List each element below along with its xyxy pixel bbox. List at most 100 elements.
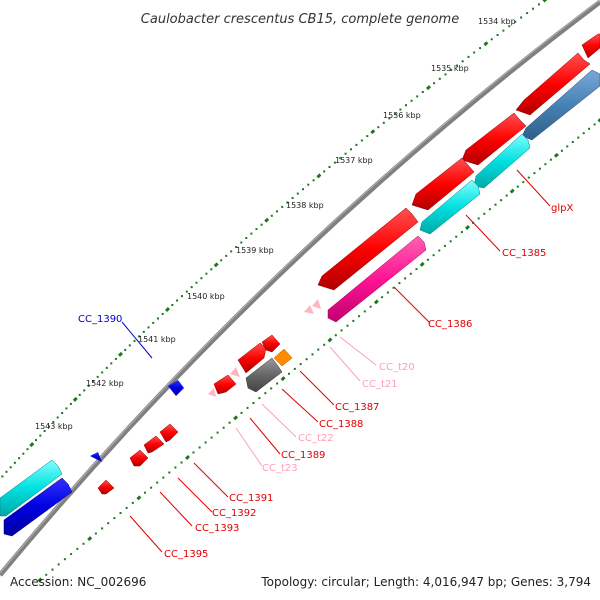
ruler-minor-tick xyxy=(5,470,8,473)
ruler-minor-tick xyxy=(311,353,314,356)
trna-feature[interactable] xyxy=(312,299,321,309)
gene-label[interactable]: CC_1395 xyxy=(164,549,208,560)
gene-label[interactable]: CC_1392 xyxy=(212,508,256,519)
map-title: Caulobacter crescentus CB15, complete ge… xyxy=(141,12,459,27)
gene-label[interactable]: CC_t22 xyxy=(298,433,334,444)
cds-feature[interactable] xyxy=(515,52,591,116)
gene-label[interactable]: CC_1390 xyxy=(78,314,122,325)
ruler-major-tick xyxy=(280,376,286,382)
gene-label[interactable]: CC_t21 xyxy=(362,379,398,390)
ruler-major-tick xyxy=(419,261,425,267)
cds-feature[interactable] xyxy=(317,207,419,291)
ruler-minor-tick xyxy=(381,296,384,299)
forward-strand-features xyxy=(0,33,600,537)
ruler-minor-tick xyxy=(56,416,59,419)
trna-feature[interactable] xyxy=(208,388,216,397)
gene-label[interactable]: CC_1393 xyxy=(195,523,239,534)
ruler-major-tick xyxy=(483,41,489,47)
ruler-minor-tick xyxy=(240,241,243,244)
ruler-minor-tick xyxy=(340,329,343,332)
ruler-minor-tick xyxy=(270,387,273,390)
ruler-minor-tick xyxy=(532,7,534,10)
ruler-minor-tick xyxy=(228,421,231,424)
gene-label[interactable]: CC_t20 xyxy=(379,362,415,373)
ruler-minor-tick xyxy=(39,434,42,437)
label-leader-lines xyxy=(121,169,551,553)
summary-text: Topology: circular; Length: 4,016,947 bp… xyxy=(260,575,591,589)
ruler-minor-tick xyxy=(200,277,203,280)
ruler-minor-tick xyxy=(293,367,296,370)
ruler-minor-tick xyxy=(185,290,188,293)
ruler-minor-tick xyxy=(152,321,155,324)
ruler-minor-tick xyxy=(582,132,585,135)
gene-label[interactable]: CC_1387 xyxy=(335,402,379,413)
cds-feature[interactable] xyxy=(159,423,179,443)
gene-label[interactable]: CC_1388 xyxy=(319,419,363,430)
rrna-feature[interactable] xyxy=(327,235,427,323)
ruler-minor-tick xyxy=(150,486,153,489)
ruler-minor-tick xyxy=(114,357,117,360)
ruler-major-tick xyxy=(118,351,123,357)
gene-label[interactable]: CC_1391 xyxy=(229,493,273,504)
cds-feature-blue[interactable] xyxy=(3,477,73,537)
gene-label[interactable]: CC_1386 xyxy=(428,319,472,330)
misc-feature-grey[interactable] xyxy=(245,357,283,393)
ruler-minor-tick xyxy=(147,326,150,329)
cds-feature[interactable] xyxy=(213,374,237,395)
misc-feature-orange[interactable] xyxy=(273,348,293,367)
ruler-minor-tick xyxy=(168,471,171,474)
cds-feature[interactable] xyxy=(143,435,165,454)
cds-feature-blue[interactable] xyxy=(90,452,102,462)
ruler-minor-tick xyxy=(538,167,541,170)
ruler-minor-tick xyxy=(496,34,499,36)
cds-feature[interactable] xyxy=(411,157,475,211)
cds-feature[interactable] xyxy=(261,334,281,353)
cds-feature[interactable] xyxy=(237,342,267,374)
ruler-minor-tick xyxy=(346,324,349,327)
ruler-minor-tick xyxy=(369,305,372,308)
ruler-minor-tick xyxy=(76,547,79,550)
cds-feature[interactable] xyxy=(129,449,149,467)
ruler-major-tick xyxy=(233,415,239,421)
ruler-minor-tick xyxy=(181,295,183,298)
accession-text: Accession: NC_002696 xyxy=(10,575,146,589)
ruler-minor-tick xyxy=(377,126,380,129)
ruler-minor-tick xyxy=(69,402,72,405)
ruler-minor-tick xyxy=(438,249,441,252)
ruler-minor-tick xyxy=(216,431,219,434)
ruler-minor-tick xyxy=(220,259,223,262)
cds-feature[interactable] xyxy=(581,33,600,59)
gene-label[interactable]: CC_t23 xyxy=(262,463,298,474)
ruler-minor-tick xyxy=(92,380,95,383)
ruler-major-tick xyxy=(264,217,270,223)
cds-feature[interactable] xyxy=(97,479,115,495)
ruler-minor-tick xyxy=(350,148,352,151)
cds-feature-cyan[interactable] xyxy=(0,459,63,517)
ruler-minor-tick xyxy=(317,348,320,351)
trna-feature[interactable] xyxy=(304,305,314,314)
ruler-minor-tick xyxy=(276,382,279,385)
cds-feature-cyan[interactable] xyxy=(419,179,481,235)
ruler-minor-tick xyxy=(358,315,361,318)
ruler-minor-tick xyxy=(538,3,540,6)
ruler-major-tick xyxy=(426,85,431,91)
ruler-minor-tick xyxy=(479,47,482,50)
gene-label[interactable]: CC_1385 xyxy=(502,248,546,259)
ruler-minor-tick xyxy=(70,553,73,556)
ruler-minor-tick xyxy=(593,123,596,126)
ruler-minor-tick xyxy=(588,127,591,130)
ruler-minor-tick xyxy=(138,335,141,338)
ruler-minor-tick xyxy=(260,223,263,226)
ruler-minor-tick xyxy=(51,568,54,571)
ruler-major-tick xyxy=(29,442,35,448)
ruler-major-tick xyxy=(213,262,219,268)
ruler-minor-tick xyxy=(87,384,90,387)
trna-feature[interactable] xyxy=(230,367,240,377)
genome-backbone-highlight xyxy=(0,0,600,574)
gene-label-glpX[interactable]: glpX xyxy=(551,203,573,214)
ruler-major-tick xyxy=(185,455,190,460)
cds-feature-blue[interactable] xyxy=(168,380,184,396)
ruler-minor-tick xyxy=(549,158,552,161)
reverse-strand-features xyxy=(245,69,600,393)
gene-label[interactable]: CC_1389 xyxy=(281,450,325,461)
